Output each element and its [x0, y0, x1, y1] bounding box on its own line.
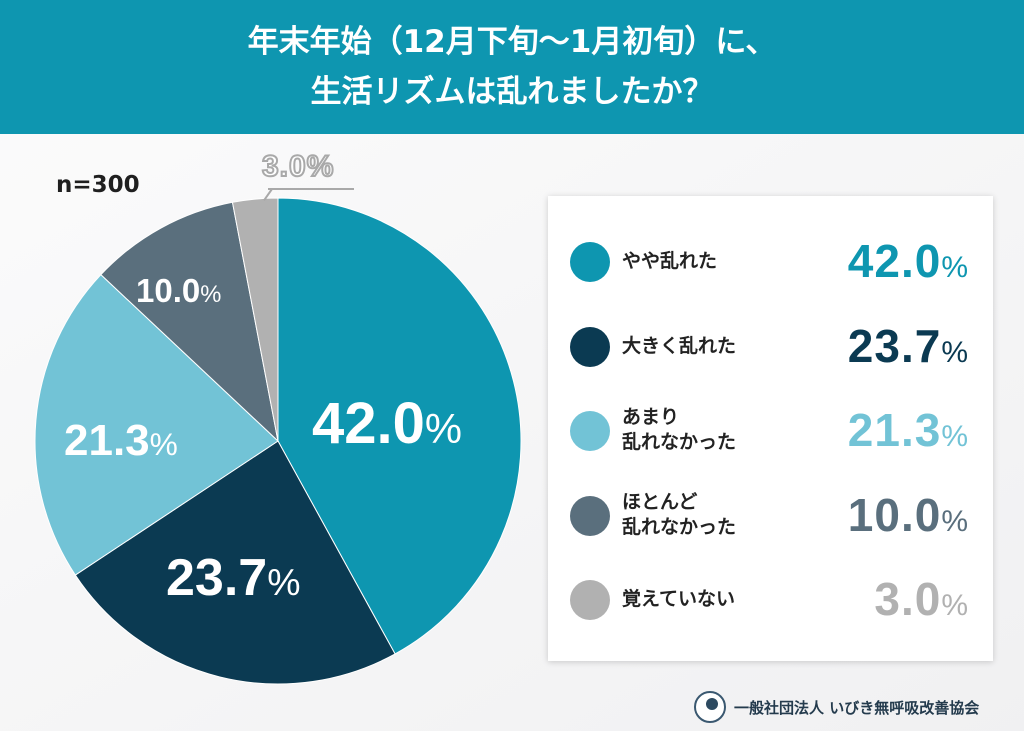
legend-value: 21.3%: [848, 403, 969, 457]
percent-sign: %: [149, 426, 178, 462]
organization-name: 一般社団法人 いびき無呼吸改善協会: [734, 698, 980, 717]
percent-sign: %: [267, 561, 301, 603]
legend-item-amari: あまり 乱れなかった 21.3%: [548, 391, 993, 471]
percent-sign: %: [941, 336, 969, 369]
pie-chart-graphic: [34, 197, 522, 685]
legend-value: 23.7%: [848, 319, 969, 373]
pie-chart: 42.0% 23.7% 21.3% 10.0%: [0, 134, 560, 731]
legend-label-line: ほとんど: [622, 491, 698, 513]
legend-item-yaya: やや乱れた 42.0%: [548, 222, 993, 302]
percent-sign: %: [941, 589, 969, 622]
slice-value: 10.0: [136, 272, 201, 309]
legend-panel: やや乱れた 42.0% 大きく乱れた 23.7% あまり 乱れなかった 21.3…: [548, 196, 993, 661]
legend-label: 覚えていない: [622, 587, 735, 612]
footer-credit: 一般社団法人 いびき無呼吸改善協会: [694, 690, 979, 724]
chart-title-line-2: 生活リズムは乱れましたか？: [310, 74, 714, 110]
pie-slice: [231, 197, 279, 442]
pie-slice: [34, 273, 279, 576]
legend-label: やや乱れた: [622, 249, 717, 274]
slice-value: 42.0: [312, 391, 425, 456]
organization-logo-icon: [694, 691, 726, 723]
legend-value: 3.0%: [874, 572, 969, 626]
legend-number: 10.0: [847, 489, 942, 541]
legend-value: 42.0%: [848, 234, 969, 288]
pie-slice: [277, 197, 522, 655]
legend-item-hotondo: ほとんど 乱れなかった 10.0%: [548, 476, 993, 556]
callout-leader-line: [268, 188, 354, 190]
legend-color-dot: [570, 242, 610, 282]
slice-label-ookiku: 23.7%: [166, 548, 301, 608]
legend-label: ほとんど 乱れなかった: [622, 490, 736, 540]
slice-label-amari: 21.3%: [64, 416, 178, 466]
slice-value: 21.3: [64, 416, 150, 465]
percent-sign: %: [200, 281, 222, 308]
legend-number: 23.7: [847, 320, 942, 372]
slice-label-yaya: 42.0%: [312, 390, 462, 457]
pie-slice: [100, 201, 279, 443]
small-slice-callout: 3.0%: [261, 149, 335, 184]
chart-title-banner: 年末年始（12月下旬〜1月初旬）に、 生活リズムは乱れましたか？: [0, 0, 1024, 134]
legend-item-ookiku: 大きく乱れた 23.7%: [548, 307, 993, 387]
percent-sign: %: [941, 505, 969, 538]
legend-color-dot: [570, 580, 610, 620]
legend-value: 10.0%: [848, 488, 969, 542]
legend-number: 3.0: [874, 573, 942, 625]
legend-number: 21.3: [847, 404, 942, 456]
legend-color-dot: [570, 327, 610, 367]
pie-slice: [74, 440, 396, 685]
legend-label: あまり 乱れなかった: [622, 405, 736, 455]
legend-item-oboete: 覚えていない 3.0%: [548, 560, 993, 640]
percent-sign: %: [424, 405, 463, 452]
legend-color-dot: [570, 496, 610, 536]
percent-sign: %: [941, 251, 969, 284]
legend-label-line: 大きく乱れた: [622, 335, 737, 357]
chart-title-line-1: 年末年始（12月下旬〜1月初旬）に、: [247, 24, 777, 60]
legend-label-line: やや乱れた: [622, 250, 718, 272]
slice-label-hotondo: 10.0%: [136, 272, 221, 310]
legend-label-line: 覚えていない: [622, 588, 736, 610]
legend-label: 大きく乱れた: [622, 334, 736, 359]
percent-sign: %: [941, 420, 969, 453]
slice-value: 23.7: [166, 549, 268, 607]
legend-number: 42.0: [847, 235, 942, 287]
legend-label-line: あまり: [622, 406, 680, 428]
legend-label-line: 乱れなかった: [622, 431, 737, 453]
legend-color-dot: [570, 411, 610, 451]
legend-label-line: 乱れなかった: [622, 516, 737, 538]
sample-size: n=300: [56, 172, 140, 198]
